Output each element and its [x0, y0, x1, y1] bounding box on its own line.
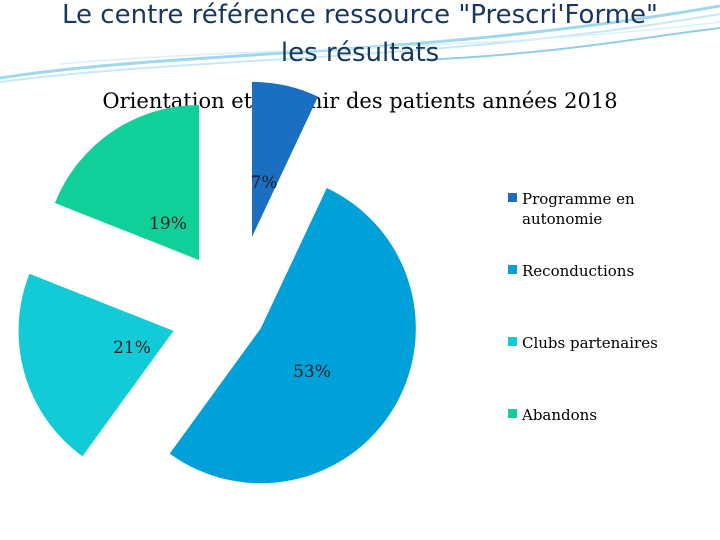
header-swoosh-decoration: [0, 4, 720, 83]
pie-slice-abandons: [54, 105, 200, 261]
pie-slice-clubs: [18, 273, 174, 457]
slide-title: Le centre référence ressource "Prescri'F…: [62, 0, 658, 30]
legend-label: Abandons: [522, 406, 598, 424]
legend-label: Programme en autonomie: [522, 190, 635, 228]
chart-legend: Programme en autonomie Reconductions Clu…: [508, 0, 718, 540]
pie-label-abandons: 19%: [149, 214, 187, 234]
pie-slice-reconductions: [169, 188, 416, 484]
legend-swatch: [508, 193, 517, 202]
legend-swatch: [508, 337, 517, 346]
slide-subtitle: les résultats: [280, 38, 440, 68]
pie-label-clubs: 21%: [113, 338, 151, 358]
legend-label: Clubs partenaires: [522, 334, 658, 352]
pie-label-reconductions: 53%: [293, 362, 331, 382]
legend-label: Reconductions: [522, 262, 635, 280]
legend-swatch: [508, 409, 517, 418]
legend-swatch: [508, 265, 517, 274]
pie-label-programme: 7%: [251, 173, 278, 193]
pie-slice-programme: [252, 81, 319, 237]
